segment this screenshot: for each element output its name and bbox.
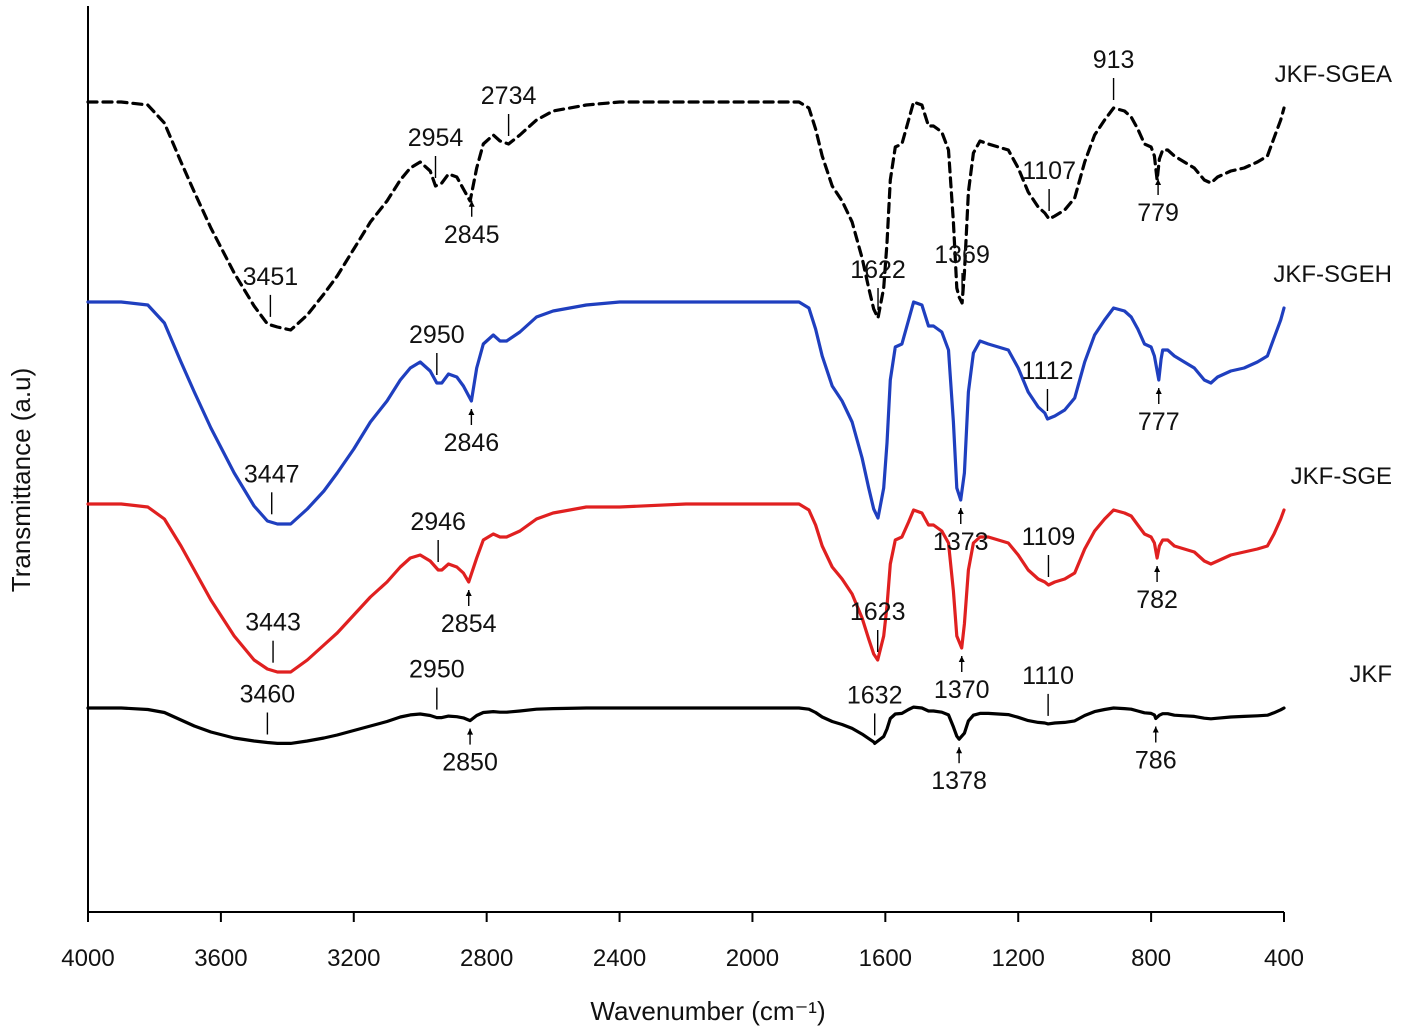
annotation-arrowhead [1154, 566, 1161, 572]
series-label-layer: JKF-SGEA JKF-SGEH JKF-SGE JKF [1273, 61, 1392, 688]
annotation-arrowhead [957, 508, 964, 514]
series-line-jkf-sgea [86, 100, 1286, 332]
annotation-arrowhead [468, 409, 475, 415]
annotation-arrowhead [1155, 179, 1162, 185]
annotation-arrowhead [465, 590, 472, 596]
series-label: JKF [1349, 661, 1392, 688]
peak-label: 2950 [409, 656, 465, 684]
peak-label: 1378 [931, 767, 987, 795]
peak-label: 2946 [410, 508, 466, 536]
annotation-arrowhead [958, 656, 965, 662]
peak-label: 786 [1135, 747, 1177, 775]
peak-label: 1109 [1022, 523, 1076, 551]
x-ticks: 4000 3600 3200 2800 2400 2000 1600 1200 800 400 [61, 912, 1304, 972]
peak-label: 1370 [934, 676, 990, 704]
series-line-jkf-sgeh [86, 300, 1286, 526]
annotation-arrowhead [1152, 726, 1159, 733]
peak-label: 913 [1093, 46, 1135, 74]
series-line-jkf-sge [86, 502, 1286, 674]
series-label: JKF-SGEH [1273, 261, 1392, 288]
peak-label: 2954 [408, 124, 464, 152]
x-tick-label: 2000 [726, 945, 779, 972]
peak-label: 1373 [933, 528, 989, 556]
peak-label: 1632 [847, 681, 903, 709]
peak-label: 1112 [1022, 357, 1074, 385]
y-axis-title: Transmittance (a.u) [6, 368, 36, 592]
series-label: JKF-SGEA [1275, 61, 1392, 88]
peak-label: 2845 [444, 221, 500, 249]
peak-label: 1623 [850, 598, 906, 626]
x-tick-label: 800 [1131, 945, 1171, 972]
annotation-arrowhead [956, 747, 963, 754]
x-tick-label: 1600 [859, 945, 912, 972]
annotation-arrowhead [467, 728, 474, 735]
series-layer [86, 100, 1286, 745]
peak-label: 2850 [442, 749, 498, 777]
peak-label: 782 [1136, 586, 1178, 614]
series-label: JKF-SGE [1291, 463, 1392, 490]
peak-label: 3451 [243, 263, 299, 291]
x-tick-label: 400 [1264, 945, 1304, 972]
peak-label: 2734 [481, 82, 537, 110]
x-tick-label: 3200 [327, 945, 380, 972]
annotation-layer: 3451 2954 2845 2734 1622 1369 1107 913 779 3447 29… [240, 46, 1180, 795]
x-tick-label: 1200 [992, 945, 1045, 972]
peak-label: 2854 [441, 610, 497, 638]
annotation-arrowhead [1155, 388, 1162, 394]
peak-label: 1110 [1022, 662, 1074, 690]
peak-label: 777 [1138, 408, 1180, 436]
x-tick-label: 4000 [61, 945, 114, 972]
axes: 4000 3600 3200 2800 2400 2000 1600 1200 800 400 [61, 6, 1304, 972]
peak-label: 1369 [934, 241, 990, 269]
peak-label: 3460 [240, 681, 296, 709]
peak-label: 3443 [245, 609, 301, 637]
peak-label: 1107 [1022, 157, 1076, 185]
x-axis-title: Wavenumber (cm⁻¹) [590, 996, 825, 1026]
peak-label: 779 [1137, 199, 1179, 227]
series-line-jkf [86, 705, 1286, 745]
x-tick-label: 3600 [194, 945, 247, 972]
x-tick-label: 2400 [593, 945, 646, 972]
peak-label: 1622 [850, 256, 906, 284]
x-tick-label: 2800 [460, 945, 513, 972]
annotation-arrowhead [468, 200, 475, 207]
peak-label: 2846 [444, 429, 500, 457]
peak-label: 2950 [409, 321, 465, 349]
peak-label: 3447 [244, 460, 300, 488]
